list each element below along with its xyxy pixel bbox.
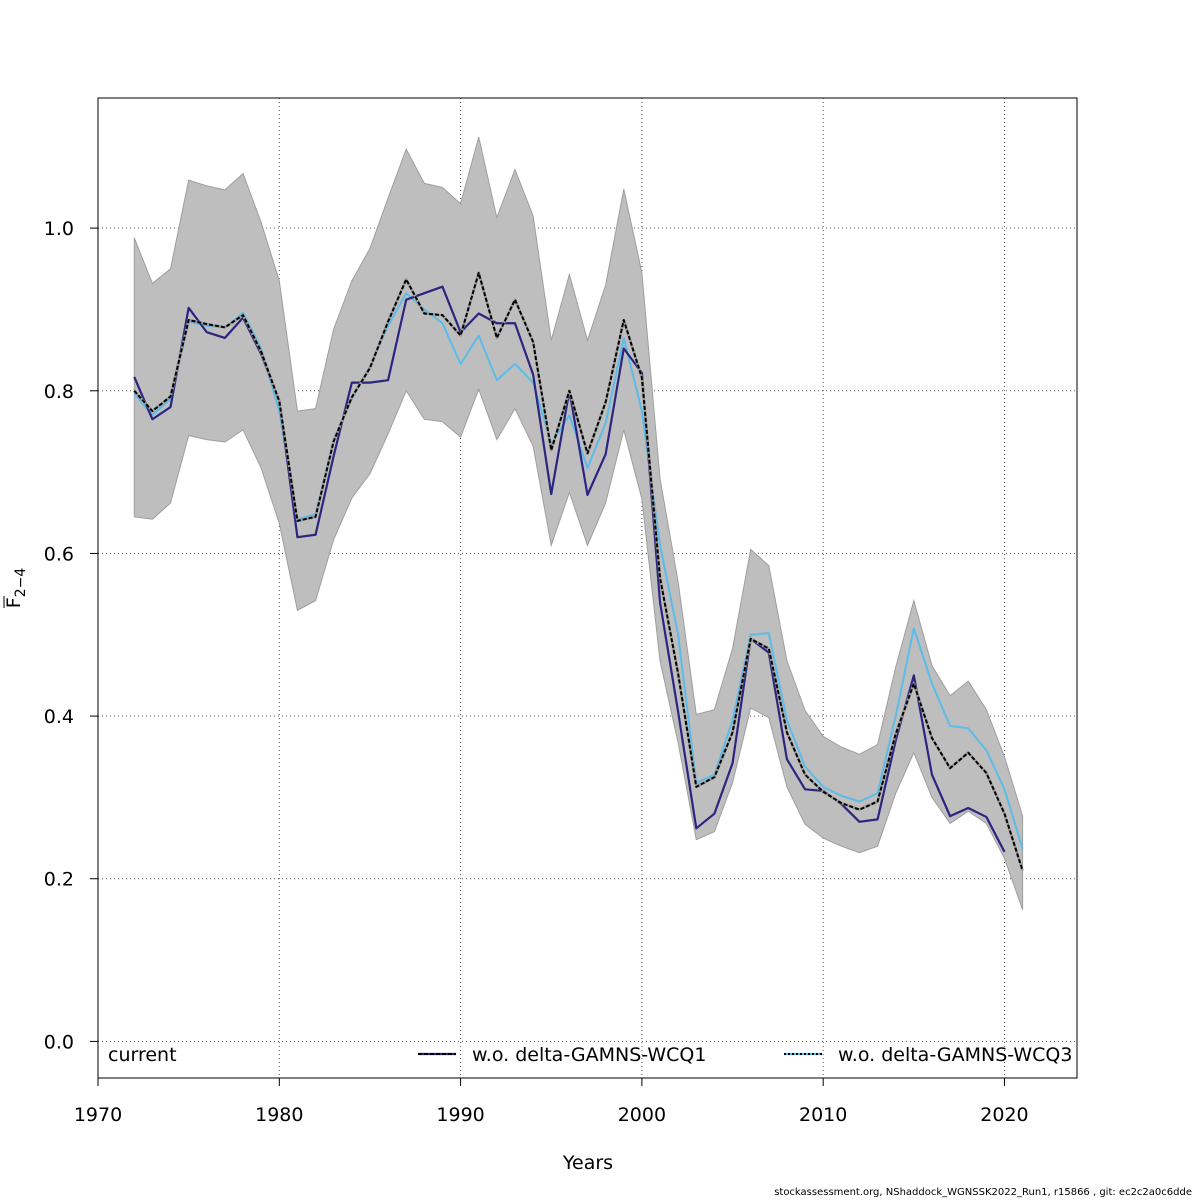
x-tick-label: 1970 xyxy=(74,1104,122,1126)
x-tick-label: 1990 xyxy=(436,1104,484,1126)
x-tick-label: 1980 xyxy=(255,1104,303,1126)
footer-credit: stockassessment.org, NShaddock_WGNSSK202… xyxy=(774,1187,1192,1198)
series-layer xyxy=(133,271,1024,872)
y-axis-title-sub: 2−4 xyxy=(13,568,29,598)
legend-label-wcq1: w.o. delta-GAMNS-WCQ1 xyxy=(472,1044,706,1066)
y-axis-title-main: F xyxy=(3,597,25,608)
y-axis-title: F2−4 xyxy=(3,568,29,609)
y-axis: 0.0 0.2 0.4 0.6 0.8 1.0 xyxy=(44,218,99,1053)
series-line-current xyxy=(133,271,1024,871)
x-tick-label: 2020 xyxy=(980,1104,1028,1126)
y-tick-label: 0.0 xyxy=(44,1031,74,1053)
legend: current w.o. delta-GAMNS-WCQ1 w.o. delta-G… xyxy=(108,1044,1072,1066)
y-tick-label: 0.6 xyxy=(44,543,74,565)
x-axis-title: Years xyxy=(562,1152,613,1174)
legend-label-current: current xyxy=(108,1044,177,1066)
y-tick-label: 0.2 xyxy=(44,869,74,891)
y-tick-label: 1.0 xyxy=(44,218,74,240)
confidence-band-layer xyxy=(133,136,1024,910)
x-tick-label: 2000 xyxy=(618,1104,666,1126)
y-tick-label: 0.8 xyxy=(44,381,74,403)
x-axis: 1970 1980 1990 2000 2010 2020 xyxy=(74,1077,1029,1126)
confidence-band xyxy=(133,136,1024,910)
x-tick-label: 2010 xyxy=(799,1104,847,1126)
legend-label-wcq3: w.o. delta-GAMNS-WCQ3 xyxy=(838,1044,1072,1066)
y-tick-label: 0.4 xyxy=(44,706,74,728)
svg-text:F2−4: F2−4 xyxy=(3,568,29,609)
